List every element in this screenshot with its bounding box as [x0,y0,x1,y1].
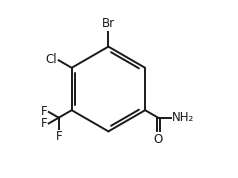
Text: F: F [41,105,48,119]
Text: F: F [55,130,62,143]
Text: NH₂: NH₂ [172,111,194,124]
Text: F: F [41,117,48,130]
Text: O: O [154,133,163,146]
Text: Br: Br [102,17,115,30]
Text: Cl: Cl [45,53,57,66]
